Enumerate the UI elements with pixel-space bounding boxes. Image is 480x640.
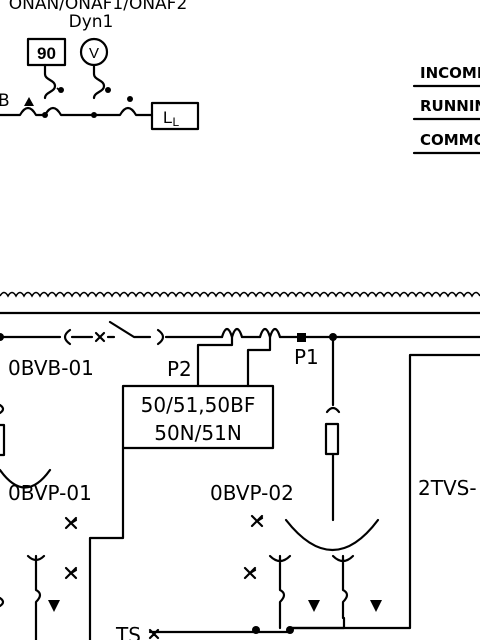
ct-p2-label: P2 (167, 357, 192, 381)
breaker-label: 0BVB-01 (8, 356, 94, 380)
left-pt-fuse (0, 423, 6, 457)
right-pt-arrow-1 (308, 600, 320, 612)
ts-bus: TS (115, 623, 294, 640)
relay-group: 50/51,50BF 50N/51N (88, 335, 275, 640)
drawout-contact-left (63, 328, 72, 346)
ct-wire-p2 (196, 335, 234, 388)
tvs-feed: 2TVS- (288, 353, 480, 630)
right-pt-fuse-tap (325, 406, 341, 414)
enclosure-boundary (0, 291, 480, 315)
relay-line-1: 50/51,50BF (141, 393, 256, 417)
left-pt-fuse-tap (0, 403, 5, 415)
legend-item-running: RUNNIN (420, 97, 480, 115)
junction-dot-1 (42, 112, 48, 118)
right-pt-primary (284, 518, 380, 552)
legend: INCOMI RUNNIN COMMO (412, 64, 480, 155)
tvs-feed-line (288, 353, 480, 630)
relay-wire-down (88, 446, 125, 640)
legend-item-common: COMMO (420, 131, 480, 149)
level-indicator-label: LL (163, 108, 179, 129)
temperature-gauge-box (26, 37, 67, 67)
left-pt-earth-1 (64, 516, 78, 530)
right-pt-bus-tie (288, 616, 346, 630)
transformer-group: ONAN/ONAF1/ONAF2 Dyn1 90 V B LL (0, 0, 200, 131)
wavy-boundary-line (0, 291, 480, 298)
ts-junction-1 (252, 626, 260, 634)
right-pt-earth-1 (250, 514, 264, 528)
terminal-b-label: B (0, 91, 10, 111)
tvs-label: 2TVS- (418, 476, 477, 500)
ct-polarity-square (297, 333, 306, 342)
left-pt-arrow (48, 600, 60, 612)
left-pt-primary (0, 468, 52, 489)
junction-dot-2 (91, 112, 97, 118)
breaker-x-mark (94, 331, 106, 343)
main-bus: 0BVB-01 P2 P1 (0, 320, 480, 381)
relay-box (121, 384, 275, 450)
current-transformer-2 (258, 327, 282, 339)
left-pt-secondary (26, 554, 46, 640)
right-pt-label: 0BVP-02 (210, 481, 294, 505)
right-pt-earth-2 (243, 566, 257, 580)
right-pt-secondary-2 (331, 554, 355, 620)
right-pt-arrow-2 (370, 600, 382, 612)
temperature-gauge-value: 90 (37, 44, 56, 63)
right-pt-secondary-1 (268, 554, 292, 630)
ts-label: TS (115, 623, 141, 640)
terminal-b-arrow (24, 97, 34, 106)
ts-junction-2 (286, 626, 294, 634)
breaker-switch (106, 320, 152, 339)
right-pt-fuse (324, 422, 340, 456)
left-pt-label: 0BVP-01 (8, 481, 92, 505)
left-pt-branch: 0BVP-01 (0, 403, 92, 640)
voltmeter-stub (92, 63, 106, 100)
voltmeter-label: V (89, 45, 99, 62)
relay-line-2: 50N/51N (154, 421, 242, 445)
transformer-rating: ONAN/ONAF1/ONAF2 (9, 0, 188, 14)
transformer-vector-group: Dyn1 (69, 12, 114, 32)
gauge-stub (43, 63, 57, 100)
ct-wire-p1 (246, 335, 272, 388)
current-transformer-1 (220, 327, 244, 339)
left-pt-stub (0, 596, 5, 608)
transformer-aux-line (0, 106, 154, 117)
left-pt-earth-2 (64, 566, 78, 580)
level-indicator-box (150, 101, 200, 131)
drawout-contact-right (156, 328, 165, 346)
level-contact-dot (127, 96, 133, 102)
ts-earth-mark (148, 628, 160, 640)
gauge-contact-dot (58, 87, 64, 93)
voltmeter-contact-dot (105, 87, 111, 93)
legend-item-incoming: INCOMI (420, 64, 480, 82)
ct-p1-label: P1 (294, 345, 319, 369)
right-pt-branch: 0BVP-02 (210, 335, 382, 630)
